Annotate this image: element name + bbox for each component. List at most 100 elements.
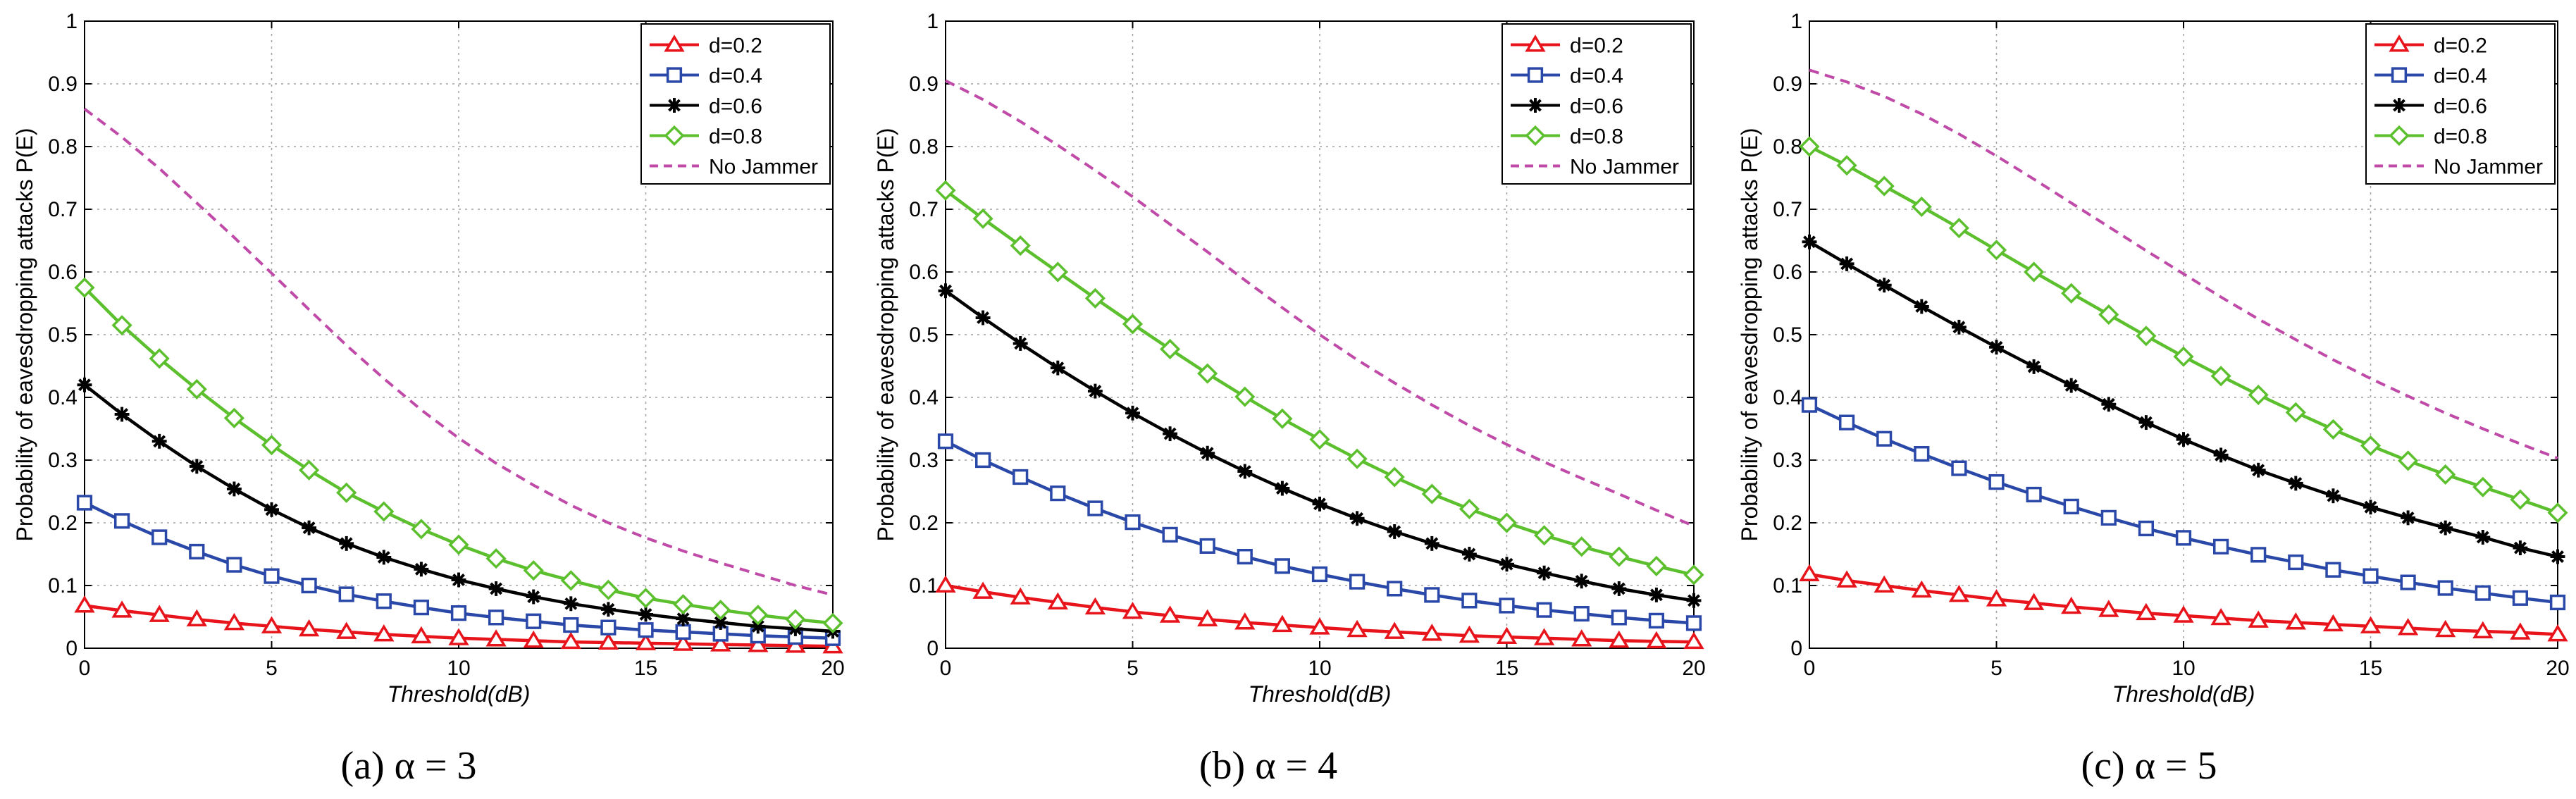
data-point-d-0-6 — [1163, 426, 1178, 442]
data-point-d-0-2 — [1799, 564, 1820, 581]
data-point-d-0-6 — [2513, 540, 2528, 556]
y-tick-label: 0 — [1790, 637, 1802, 660]
data-point-d-0-8 — [2098, 304, 2119, 326]
legend-item: d=0.4 — [1511, 65, 1623, 88]
data-point-d-0-6 — [264, 502, 279, 517]
data-point-d-0-8 — [1874, 175, 1895, 197]
data-point-d-0-2 — [2397, 618, 2419, 636]
y-tick-label: 0.5 — [48, 323, 78, 347]
data-point-d-0-6 — [2325, 488, 2341, 504]
data-point-d-0-6 — [114, 407, 130, 422]
y-tick-label: 0.4 — [1773, 386, 1802, 409]
x-tick-label: 10 — [1308, 657, 1331, 680]
data-point-d-0-6 — [1839, 256, 1854, 271]
data-point-d-0-2 — [2210, 607, 2231, 626]
x-axis-ticks: 0 5 10 15 20 — [1804, 21, 2570, 680]
data-point-d-0-8 — [2136, 326, 2157, 347]
data-point-d-0-2 — [1010, 587, 1031, 605]
data-point-d-0-4 — [2363, 568, 2379, 584]
data-point-d-0-6 — [2288, 476, 2303, 491]
y-tick-label: 0.7 — [48, 198, 78, 221]
data-point-d-0-8 — [1421, 483, 1442, 504]
data-point-d-0-8 — [560, 570, 581, 591]
y-axis-label: Probability of eavesdropping attacks P(E… — [873, 128, 898, 542]
data-point-d-0-8 — [1084, 287, 1106, 309]
data-point-d-0-4 — [488, 609, 504, 626]
data-point-d-0-2 — [1384, 621, 1405, 639]
data-point-d-0-4 — [226, 557, 242, 573]
data-point-d-0-2 — [2061, 596, 2082, 614]
data-point-d-0-4 — [2063, 498, 2079, 514]
legend: d=0.2 d=0.4 d=0.6 d=0.8 No Jammer — [640, 23, 831, 185]
x-tick-label: 15 — [634, 657, 657, 680]
data-point-d-0-4 — [563, 617, 579, 633]
y-tick-label: 0.2 — [1773, 512, 1802, 535]
data-point-d-0-8 — [2472, 476, 2494, 497]
data-point-d-0-2 — [2136, 602, 2157, 621]
data-point-d-0-2 — [298, 619, 320, 637]
y-tick-label: 0.7 — [1773, 198, 1802, 221]
x-tick-label: 15 — [2359, 657, 2382, 680]
data-point-d-0-4 — [151, 529, 168, 545]
legend-item: d=0.2 — [650, 35, 762, 58]
data-point-d-0-4 — [1237, 548, 1253, 565]
data-point-d-0-2 — [1646, 631, 1667, 649]
legend-label: d=0.6 — [1570, 95, 1623, 118]
data-point-d-0-4 — [2100, 509, 2117, 526]
data-point-d-0-2 — [1346, 619, 1368, 638]
data-point-d-0-2 — [748, 635, 769, 652]
data-point-d-0-8 — [2173, 346, 2194, 367]
data-point-d-0-4 — [2250, 547, 2267, 563]
y-tick-label: 0.6 — [909, 261, 939, 284]
data-point-d-0-6 — [713, 615, 729, 630]
data-point-d-0-2 — [1272, 614, 1293, 633]
legend-item: d=0.2 — [1511, 35, 1623, 58]
y-tick-label: 0.5 — [1773, 323, 1802, 347]
data-point-d-0-2 — [1421, 624, 1442, 641]
data-point-d-0-2 — [2248, 610, 2269, 628]
data-point-d-0-2 — [2472, 621, 2494, 638]
data-point-d-0-4 — [2437, 580, 2453, 596]
legend-marker — [2389, 35, 2410, 52]
data-point-d-0-2 — [373, 624, 395, 642]
legend-item: d=0.4 — [650, 65, 762, 88]
data-point-d-0-6 — [1087, 383, 1103, 399]
data-point-d-0-4 — [1988, 474, 2005, 490]
data-point-d-0-6 — [414, 562, 429, 577]
data-point-d-0-8 — [1309, 429, 1330, 450]
series-no-jammer — [83, 108, 834, 597]
legend-marker — [2391, 67, 2408, 83]
data-point-d-0-4 — [675, 624, 691, 640]
data-point-d-0-2 — [2547, 624, 2568, 642]
series-d-0-6 — [1802, 234, 2565, 564]
data-point-d-0-8 — [2248, 384, 2269, 406]
data-point-d-0-8 — [822, 612, 843, 633]
data-point-d-0-8 — [1496, 512, 1518, 533]
series-no-jammer — [945, 79, 1695, 528]
series-d-0-4 — [1801, 397, 2566, 611]
data-point-d-0-2 — [710, 634, 731, 652]
legend-item: No Jammer — [650, 156, 818, 179]
data-point-d-0-8 — [373, 501, 395, 522]
data-point-d-0-8 — [2547, 502, 2568, 524]
data-point-d-0-6 — [2475, 530, 2491, 545]
y-axis-ticks: 0 0.1 0.2 0.3 0.4 0.5 0.6 0.7 0.8 0.9 1 — [909, 10, 1694, 660]
data-point-d-0-2 — [1683, 631, 1704, 650]
data-point-d-0-2 — [448, 628, 469, 645]
data-point-d-0-6 — [938, 283, 953, 299]
data-point-d-0-2 — [2435, 619, 2456, 638]
legend-label: d=0.2 — [1570, 35, 1623, 58]
data-point-d-0-6 — [2250, 462, 2266, 478]
y-tick-label: 0.7 — [909, 198, 939, 221]
data-point-d-0-4 — [1087, 500, 1103, 516]
data-point-d-0-6 — [1649, 587, 1664, 602]
series-d-0-8 — [74, 277, 843, 633]
data-point-d-0-8 — [1010, 235, 1031, 256]
data-point-d-0-6 — [151, 433, 167, 449]
y-tick-label: 0.8 — [909, 135, 939, 159]
data-point-d-0-2 — [336, 621, 357, 639]
y-axis-label: Probability of eavesdropping attacks P(E… — [12, 128, 37, 542]
data-point-d-0-2 — [186, 609, 207, 627]
data-point-d-0-4 — [1424, 587, 1440, 603]
